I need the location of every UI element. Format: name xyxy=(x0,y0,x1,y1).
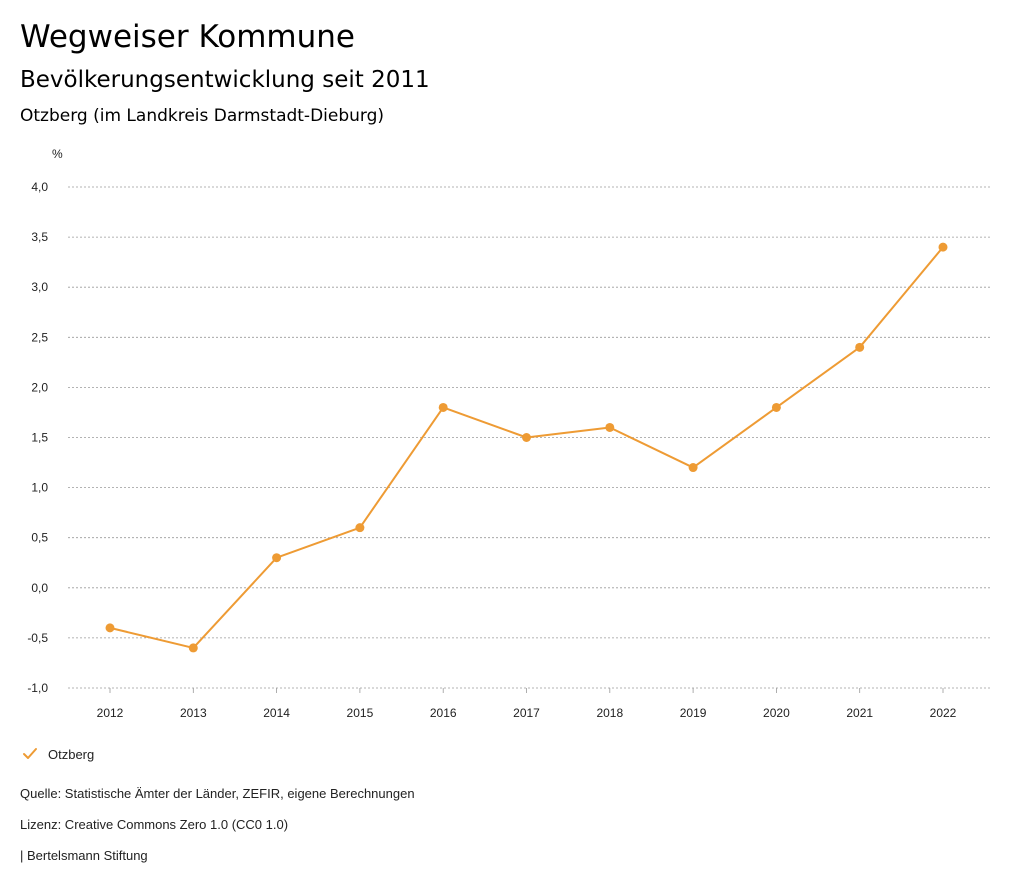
y-tick-label: 4,0 xyxy=(31,180,48,194)
data-point-2014[interactable] xyxy=(272,553,282,563)
y-tick-label: 0,5 xyxy=(31,531,48,545)
x-tick-label: 2013 xyxy=(180,706,207,720)
data-point-2022[interactable] xyxy=(938,242,948,252)
chart-subtitle: Bevölkerungsentwicklung seit 2011 xyxy=(20,67,430,93)
x-tick-label: 2020 xyxy=(763,706,790,720)
x-tick-label: 2015 xyxy=(347,706,374,720)
y-tick-label: 3,0 xyxy=(31,280,48,294)
legend-item-otzberg[interactable]: Otzberg xyxy=(22,744,94,764)
y-axis-unit-label: % xyxy=(52,147,63,161)
y-tick-label: -1,0 xyxy=(27,681,48,695)
credit-note: | Bertelsmann Stiftung xyxy=(20,848,148,863)
y-tick-label: 0,0 xyxy=(31,581,48,595)
data-point-2019[interactable] xyxy=(688,463,698,473)
data-point-2020[interactable] xyxy=(771,402,781,412)
line-chart: % -1,0 -0,5 0,0 0,5 1,0 1,5 2,0 2,5 3,0 3,5 4,0 20… xyxy=(27,147,990,720)
x-tick-label: 2014 xyxy=(263,706,290,720)
source-note: Quelle: Statistische Ämter der Länder, Z… xyxy=(20,786,415,801)
data-point-2018[interactable] xyxy=(605,422,615,432)
y-tick-label: 2,0 xyxy=(31,380,48,394)
y-tick-label: 1,0 xyxy=(31,481,48,495)
y-tick-label: -0,5 xyxy=(27,631,48,645)
x-tick-label: 2018 xyxy=(596,706,623,720)
y-tick-label: 2,5 xyxy=(31,330,48,344)
x-tick-label: 2012 xyxy=(97,706,124,720)
page-title: Wegweiser Kommune xyxy=(20,19,355,55)
check-icon xyxy=(23,748,37,759)
x-tick-label: 2022 xyxy=(930,706,957,720)
license-note: Lizenz: Creative Commons Zero 1.0 (CC0 1… xyxy=(20,817,289,832)
region-label: Otzberg (im Landkreis Darmstadt-Dieburg) xyxy=(20,106,385,126)
data-point-2012[interactable] xyxy=(105,623,115,633)
data-point-2017[interactable] xyxy=(522,433,531,442)
x-tick-label: 2021 xyxy=(846,706,873,720)
series-line xyxy=(109,246,944,649)
x-tick-label: 2017 xyxy=(513,706,540,720)
series-otzberg xyxy=(105,242,948,653)
data-point-2021[interactable] xyxy=(855,342,865,352)
data-point-2016[interactable] xyxy=(438,402,448,412)
y-axis-ticks: -1,0 -0,5 0,0 0,5 1,0 1,5 2,0 2,5 3,0 3,5 4,0 xyxy=(27,180,48,695)
x-tick-label: 2019 xyxy=(680,706,707,720)
data-point-2015[interactable] xyxy=(355,523,365,533)
x-tick-label: 2016 xyxy=(430,706,457,720)
legend-label: Otzberg xyxy=(48,746,95,762)
data-point-2013[interactable] xyxy=(188,643,198,653)
x-axis-ticks: 2012 2013 2014 2015 2016 2017 2018 2019 2020 2021… xyxy=(97,688,957,720)
y-tick-label: 3,5 xyxy=(31,230,48,244)
y-tick-label: 1,5 xyxy=(31,431,48,445)
